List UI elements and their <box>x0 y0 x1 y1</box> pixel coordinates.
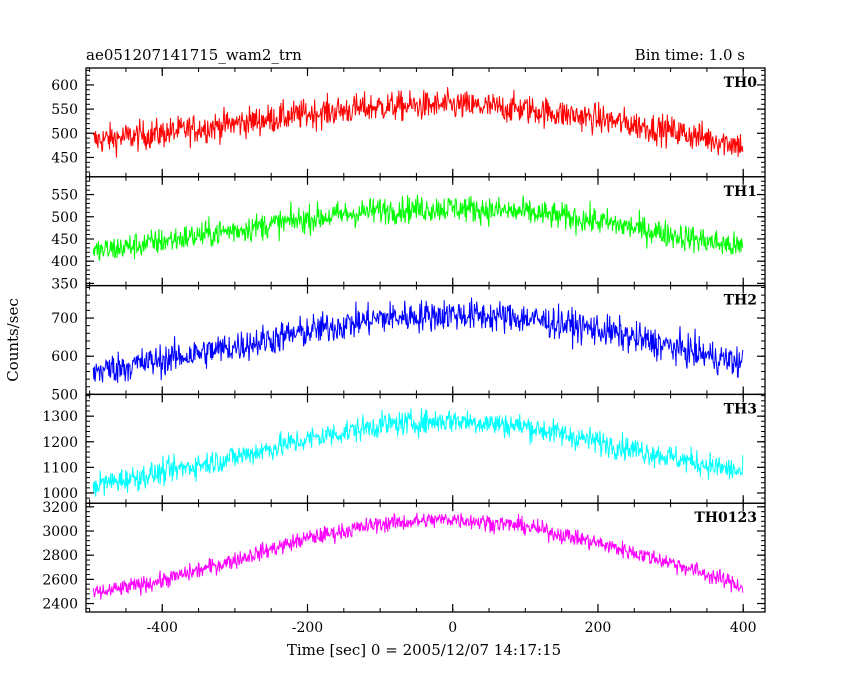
chart-bin-time: Bin time: 1.0 s <box>635 46 745 64</box>
y-tick-label: 2800 <box>42 548 78 564</box>
y-axis-label: Counts/sec <box>4 298 22 382</box>
panels-group: 450 500 550 600 TH0 350 400 450 500 550 TH1 500 600 7… <box>42 67 766 636</box>
panel-frame-th0123 <box>85 502 766 613</box>
series-line-th0 <box>92 87 744 158</box>
panel-label-th0: TH0 <box>724 75 758 91</box>
y-tick-label: 2400 <box>42 597 78 613</box>
x-tick-label: -400 <box>147 620 178 636</box>
y-tick-label: 1100 <box>42 460 78 476</box>
y-tick-label: 500 <box>51 210 78 226</box>
y-tick-label: 700 <box>51 311 78 327</box>
y-tick-label: 450 <box>51 232 78 248</box>
panel-frame-th2 <box>85 284 766 396</box>
y-tick-label: 350 <box>51 276 78 292</box>
panel-label-th2: TH2 <box>724 293 757 309</box>
y-tick-label: 1000 <box>42 486 78 502</box>
x-tick-label: -200 <box>292 620 323 636</box>
y-tick-label: 3000 <box>42 524 78 540</box>
chart-title: ae051207141715_wam2_trn <box>86 46 302 64</box>
series-line-th1 <box>92 194 744 262</box>
y-tick-label: 1300 <box>42 409 78 425</box>
series-line-th3 <box>92 408 744 497</box>
y-tick-label: 500 <box>51 126 78 142</box>
x-tick-label: 0 <box>448 620 457 636</box>
panel-label-th3: TH3 <box>724 401 757 417</box>
series-line-th2 <box>92 297 744 383</box>
series-line-th0123 <box>92 512 744 600</box>
y-tick-label: 450 <box>51 150 78 166</box>
y-tick-label: 550 <box>51 102 78 118</box>
y-tick-label: 3200 <box>42 500 78 516</box>
x-tick-label: 400 <box>730 620 757 636</box>
x-tick-label: 200 <box>585 620 612 636</box>
y-tick-label: 2600 <box>42 572 78 588</box>
y-tick-label: 500 <box>51 387 78 403</box>
panel-label-th0123: TH0123 <box>694 510 757 526</box>
y-tick-label: 1200 <box>42 435 78 451</box>
y-tick-label: 550 <box>51 188 78 204</box>
y-tick-label: 600 <box>51 78 78 94</box>
x-axis-label: Time [sec] 0 = 2005/12/07 14:17:15 <box>287 641 561 659</box>
y-tick-label: 400 <box>51 254 78 270</box>
panel-label-th1: TH1 <box>724 184 757 200</box>
y-tick-label: 600 <box>51 349 78 365</box>
